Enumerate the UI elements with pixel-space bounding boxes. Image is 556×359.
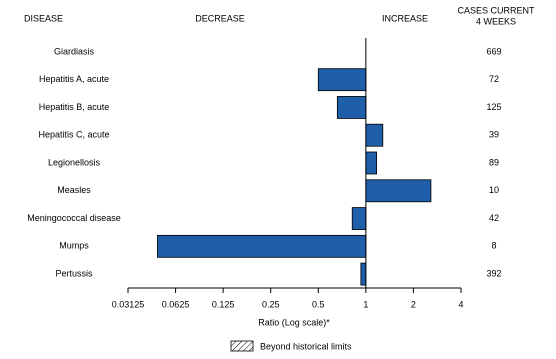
cases-value: 89 [489, 157, 499, 167]
cases-value: 8 [491, 241, 496, 251]
category-label: Measles [57, 185, 91, 195]
category-label: Hepatitis B, acute [39, 102, 110, 112]
category-label: Mumps [59, 241, 89, 251]
x-tick-label: 1 [363, 299, 368, 309]
category-label: Hepatitis A, acute [39, 74, 109, 84]
legend-swatch [230, 340, 254, 352]
cases-value: 72 [489, 74, 499, 84]
legend-label: Beyond historical limits [260, 341, 352, 351]
x-tick-label: 2 [411, 299, 416, 309]
header-decrease: DECREASE [195, 13, 245, 23]
cases-value: 125 [486, 102, 501, 112]
cases-value: 39 [489, 130, 499, 140]
category-label: Meningococcal disease [27, 213, 121, 223]
cases-value: 392 [486, 268, 501, 278]
bar [336, 96, 367, 119]
bar [351, 207, 367, 230]
cases-value: 669 [486, 46, 501, 56]
header-disease: DISEASE [24, 13, 63, 23]
cases-value: 10 [489, 185, 499, 195]
bar [365, 179, 432, 203]
category-label: Giardiasis [54, 46, 95, 56]
x-tick-label: 0.0625 [162, 299, 190, 309]
bar [157, 234, 367, 258]
bar [317, 68, 367, 92]
cases-value: 42 [489, 213, 499, 223]
x-tick-label: 0.5 [312, 299, 325, 309]
header-increase: INCREASE [382, 13, 428, 23]
bar [365, 123, 384, 147]
x-axis-title: Ratio (Log scale)* [258, 317, 330, 327]
header-cases: 4 WEEKS [476, 16, 516, 26]
category-label: Legionellosis [48, 157, 101, 167]
bar [360, 262, 367, 286]
x-tick-label: 0.03125 [112, 299, 145, 309]
header-cases: CASES CURRENT [457, 5, 535, 15]
bar [365, 151, 378, 175]
x-tick-label: 0.125 [212, 299, 235, 309]
x-tick-label: 4 [458, 299, 463, 309]
category-label: Hepatitis C, acute [38, 130, 109, 140]
category-label: Pertussis [55, 268, 93, 278]
x-tick-label: 0.25 [262, 299, 280, 309]
